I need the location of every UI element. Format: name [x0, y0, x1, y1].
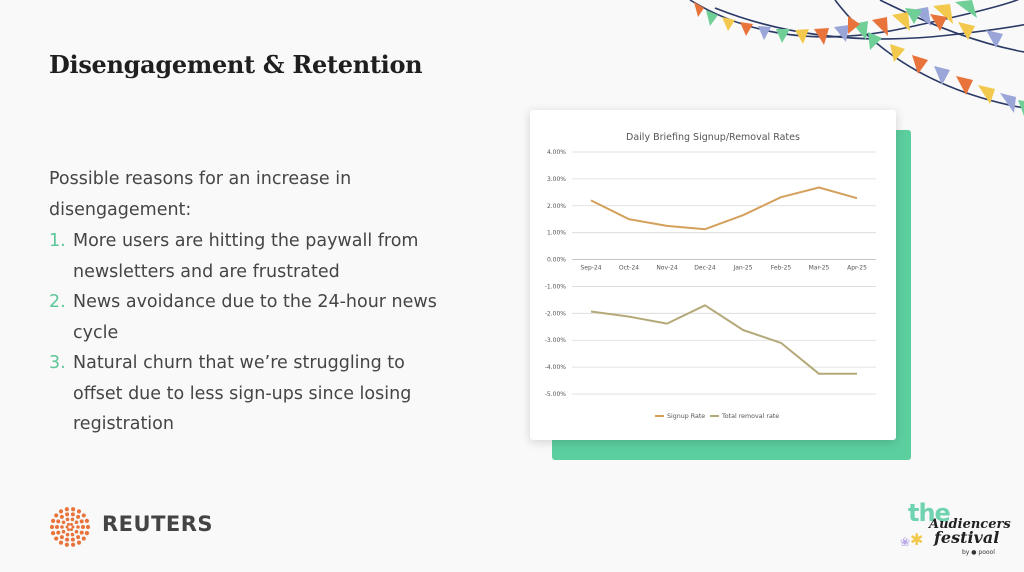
- x-tick-label: Apr-25: [847, 265, 867, 272]
- reason-number: 3.: [49, 353, 66, 373]
- x-tick-label: Mar-25: [809, 265, 830, 272]
- x-tick-label: Jan-25: [732, 265, 752, 272]
- series-line-removal: [590, 304, 857, 375]
- bunting-strings: [689, 0, 1024, 109]
- x-tick-label: Nov-24: [656, 265, 678, 272]
- chart-series: [590, 186, 858, 375]
- y-tick-label: -4.00%: [545, 364, 567, 371]
- y-tick-label: 3.00%: [547, 176, 566, 183]
- intro-text: Possible reasons for an increase in dise…: [49, 169, 352, 220]
- festival-logo-by: by ● poool: [962, 549, 995, 556]
- y-tick-label: -1.00%: [545, 283, 567, 290]
- festival-logo: the Audiencers festival ✱ ❀ by ● poool: [898, 499, 1011, 562]
- chart-grid: [572, 151, 876, 395]
- x-tick-label: Dec-24: [694, 265, 716, 272]
- reuters-logo-icon: [49, 507, 91, 547]
- line-chart: Daily Briefing Signup/Removal Rates 4.00…: [545, 132, 876, 420]
- y-tick-label: -5.00%: [545, 391, 567, 398]
- x-tick-label: Oct-24: [619, 265, 639, 272]
- legend-label: Signup Rate: [667, 413, 705, 420]
- y-axis-ticks: 4.00% 3.00% 2.00% 1.00% 0.00% -1.00% -2.00% -3.…: [545, 149, 567, 398]
- chart-title: Daily Briefing Signup/Removal Rates: [626, 132, 800, 143]
- festival-logo-festival: festival: [934, 528, 1000, 547]
- flower-icon: ❀: [900, 535, 911, 549]
- y-tick-label: 4.00%: [547, 149, 566, 156]
- x-tick-label: Feb-25: [771, 265, 792, 272]
- reason-item: 2. News avoidance due to the 24-hour new…: [49, 287, 459, 348]
- x-axis-ticks: Sep-24 Oct-24 Nov-24 Dec-24 Jan-25 Feb-25 Mar-…: [580, 265, 867, 272]
- star-icon: ✱: [910, 530, 924, 549]
- y-tick-label: 2.00%: [547, 203, 566, 210]
- bunting-decoration: [689, 0, 1024, 116]
- series-line-signup: [590, 186, 858, 231]
- reason-text: Natural churn that we’re struggling to o…: [73, 353, 412, 434]
- reason-number: 1.: [49, 231, 66, 251]
- x-tick-label: Sep-24: [580, 265, 601, 272]
- bunting-flags: [694, 0, 1024, 116]
- festival-logo-audiencers: Audiencers: [929, 517, 1011, 532]
- reason-number: 2.: [49, 292, 66, 312]
- y-tick-label: -3.00%: [545, 337, 567, 344]
- legend-label: Total removal rate: [721, 413, 779, 420]
- slide-title: Disengagement & Retention: [49, 50, 423, 79]
- chart-legend: Signup Rate Total removal rate: [655, 413, 779, 420]
- y-tick-label: 0.00%: [547, 257, 566, 264]
- reason-item: 3. Natural churn that we’re struggling t…: [49, 348, 459, 440]
- y-tick-label: -2.00%: [545, 310, 567, 317]
- reason-text: More users are hitting the paywall from …: [73, 231, 419, 282]
- reason-text: News avoidance due to the 24-hour news c…: [73, 292, 437, 343]
- festival-logo-the: the: [908, 499, 951, 527]
- chart-card: Daily Briefing Signup/Removal Rates 4.00…: [530, 110, 896, 440]
- reasons-list: 1. More users are hitting the paywall fr…: [49, 226, 459, 440]
- reuters-wordmark: REUTERS: [102, 512, 214, 536]
- y-tick-label: 1.00%: [547, 230, 566, 237]
- reason-item: 1. More users are hitting the paywall fr…: [49, 226, 459, 287]
